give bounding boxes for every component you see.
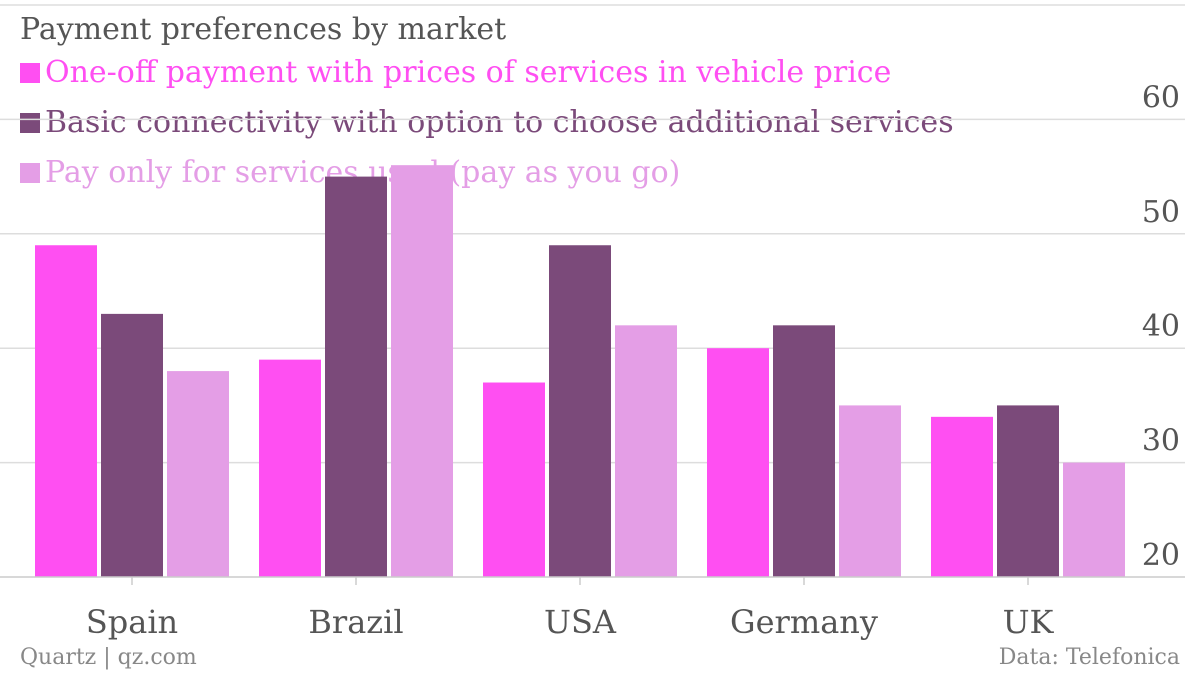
bar-germany-series-3 xyxy=(839,405,901,577)
legend-item-one-off: One-off payment with prices of services … xyxy=(20,48,954,98)
bar-spain-series-1 xyxy=(35,245,97,578)
x-tick-label-spain: Spain xyxy=(86,603,178,641)
y-tick-label-70: 70% xyxy=(1113,0,1180,1)
legend: One-off payment with prices of services … xyxy=(20,48,954,198)
bar-brazil-series-3 xyxy=(391,165,453,577)
bar-germany-series-2 xyxy=(773,325,835,577)
y-tick-label-50: 50 xyxy=(1142,195,1180,230)
bar-usa-series-1 xyxy=(483,382,545,577)
bar-brazil-series-1 xyxy=(259,359,321,577)
legend-swatch-basic-connectivity xyxy=(20,113,40,133)
footer-credit: Data: Telefonica xyxy=(998,645,1180,670)
y-tick-label-30: 30 xyxy=(1142,424,1180,459)
legend-item-basic-connectivity: Basic connectivity with option to choose… xyxy=(20,98,954,148)
legend-label-one-off: One-off payment with prices of services … xyxy=(45,55,892,90)
x-tick-label-uk: UK xyxy=(1003,603,1055,641)
legend-swatch-pay-as-you-go xyxy=(20,163,40,183)
bar-spain-series-3 xyxy=(167,371,229,577)
y-tick-label-20: 20 xyxy=(1142,538,1180,573)
y-tick-label-60: 60 xyxy=(1142,80,1180,115)
legend-label-basic-connectivity: Basic connectivity with option to choose… xyxy=(45,105,954,140)
chart-title: Payment preferences by market xyxy=(20,12,507,47)
bar-germany-series-1 xyxy=(707,348,769,577)
bar-uk-series-3 xyxy=(1063,462,1125,577)
y-tick-label-40: 40 xyxy=(1142,309,1180,344)
bar-usa-series-2 xyxy=(549,245,611,578)
x-tick-label-usa: USA xyxy=(544,603,617,641)
bar-usa-series-3 xyxy=(615,325,677,577)
bar-uk-series-1 xyxy=(931,416,993,577)
bar-brazil-series-2 xyxy=(325,176,387,577)
legend-item-pay-as-you-go: Pay only for services used (pay as you g… xyxy=(20,148,954,198)
bar-spain-series-2 xyxy=(101,313,163,577)
bar-uk-series-2 xyxy=(997,405,1059,577)
x-tick-label-brazil: Brazil xyxy=(308,603,403,641)
legend-swatch-one-off xyxy=(20,63,40,83)
footer-source: Quartz | qz.com xyxy=(20,645,197,670)
x-tick-label-germany: Germany xyxy=(730,603,878,641)
